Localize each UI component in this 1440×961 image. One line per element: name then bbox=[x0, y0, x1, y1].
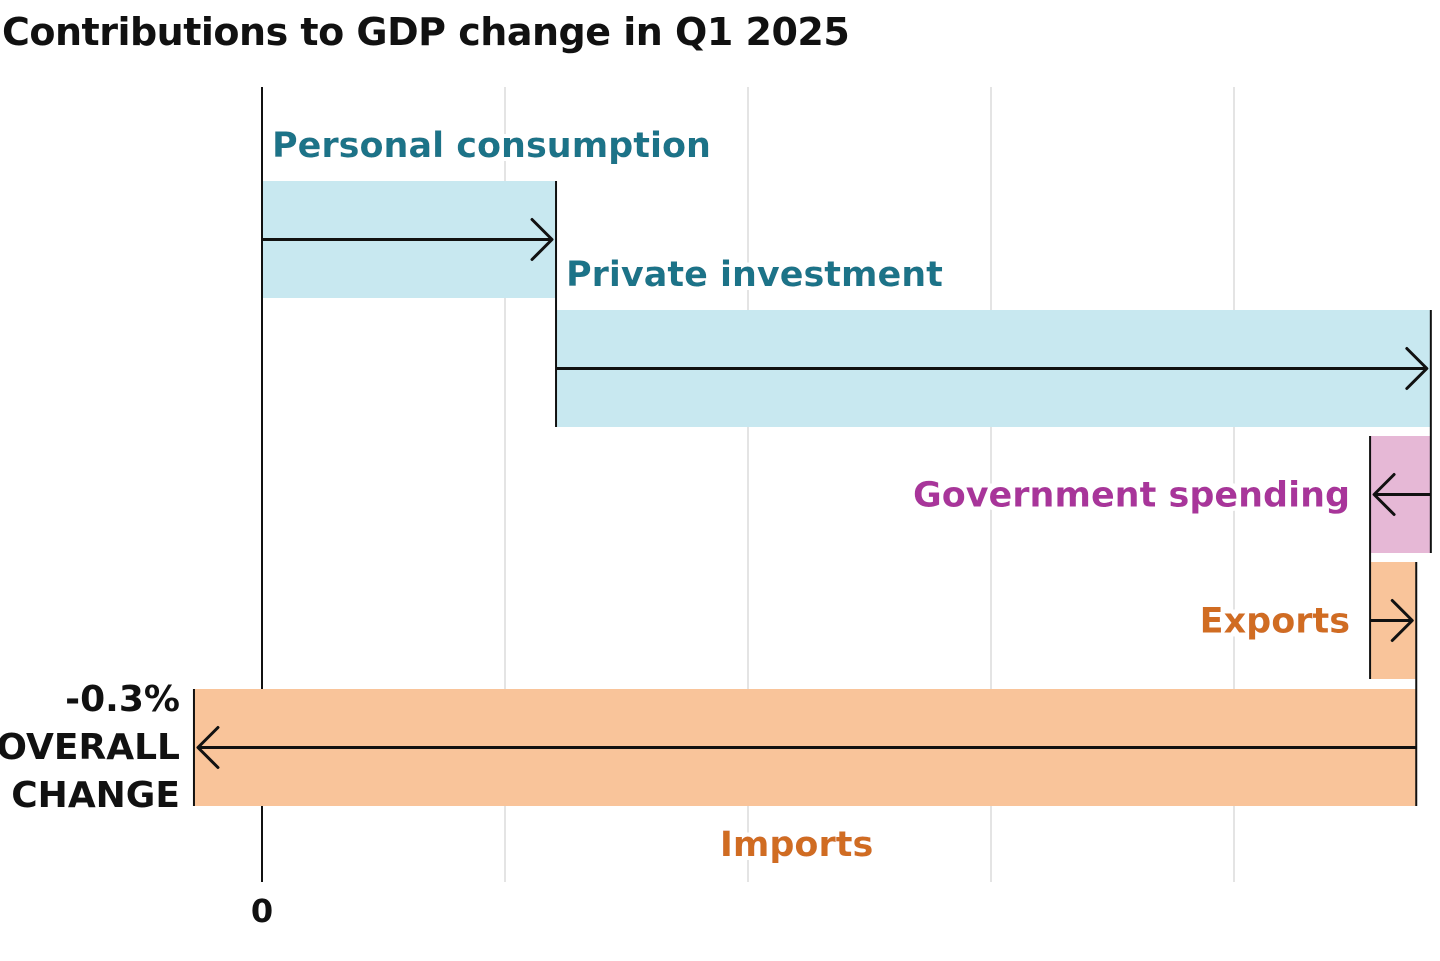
label-private-investment: Private investment bbox=[566, 255, 943, 295]
x-tick-label: 0 bbox=[251, 892, 273, 930]
arrow-government-spending-head bbox=[1372, 473, 1396, 516]
label-government-spending: Government spending bbox=[913, 476, 1350, 516]
label-exports: Exports bbox=[1200, 602, 1350, 642]
arrow-exports-head bbox=[1390, 599, 1414, 642]
total-label-line-2: CHANGE bbox=[11, 775, 180, 816]
total-value: -0.3% bbox=[65, 679, 180, 720]
label-imports: Imports bbox=[720, 825, 873, 865]
arrows bbox=[192, 181, 1432, 806]
label-personal-consumption: Personal consumption bbox=[272, 126, 711, 166]
arrow-imports-head bbox=[196, 726, 220, 769]
chart-title: Contributions to GDP change in Q1 2025 bbox=[2, 10, 850, 54]
arrow-personal-consumption-head bbox=[530, 218, 554, 261]
total-label-line-1: OVERALL bbox=[0, 727, 180, 768]
arrow-private-investment-head bbox=[1405, 347, 1429, 390]
labels: 0 Personal consumption Private investment G… bbox=[0, 126, 1350, 930]
